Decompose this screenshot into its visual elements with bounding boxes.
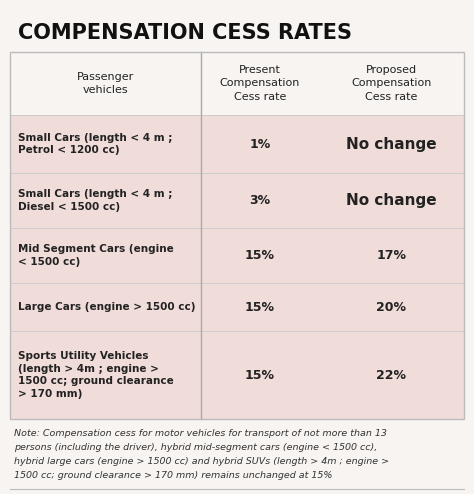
Text: No change: No change: [346, 193, 437, 208]
Text: Small Cars (length < 4 m ;
Diesel < 1500 cc): Small Cars (length < 4 m ; Diesel < 1500…: [18, 189, 173, 212]
Text: Sports Utility Vehicles
(length > 4m ; engine >
1500 cc; ground clearance
> 170 : Sports Utility Vehicles (length > 4m ; e…: [18, 351, 174, 399]
Text: No change: No change: [346, 136, 437, 152]
Text: Passenger
vehicles: Passenger vehicles: [77, 72, 134, 95]
Bar: [10, 52, 464, 419]
Text: 20%: 20%: [376, 300, 406, 314]
Bar: [10, 228, 464, 283]
Text: 15%: 15%: [245, 369, 275, 381]
Bar: [10, 173, 464, 228]
Text: hybrid large cars (engine > 1500 cc) and hybrid SUVs (length > 4m ; engine >: hybrid large cars (engine > 1500 cc) and…: [14, 457, 389, 466]
Text: Present
Compensation
Cess rate: Present Compensation Cess rate: [219, 65, 300, 102]
Text: 15%: 15%: [245, 249, 275, 262]
Text: Large Cars (engine > 1500 cc): Large Cars (engine > 1500 cc): [18, 302, 195, 312]
Text: 15%: 15%: [245, 300, 275, 314]
Text: 1%: 1%: [249, 137, 270, 151]
Bar: [10, 283, 464, 331]
Bar: [10, 331, 464, 419]
Text: persons (including the driver), hybrid mid-segment cars (engine < 1500 cc),: persons (including the driver), hybrid m…: [14, 443, 377, 452]
Text: 1500 cc; ground clearance > 170 mm) remains unchanged at 15%: 1500 cc; ground clearance > 170 mm) rema…: [14, 471, 332, 480]
Text: Mid Segment Cars (engine
< 1500 cc): Mid Segment Cars (engine < 1500 cc): [18, 244, 174, 267]
Text: 22%: 22%: [376, 369, 406, 381]
Bar: [10, 115, 464, 173]
Text: Note: Compensation cess for motor vehicles for transport of not more than 13: Note: Compensation cess for motor vehicl…: [14, 429, 387, 438]
Text: 3%: 3%: [249, 194, 270, 207]
Text: COMPENSATION CESS RATES: COMPENSATION CESS RATES: [18, 23, 352, 43]
Text: 17%: 17%: [376, 249, 406, 262]
Text: Small Cars (length < 4 m ;
Petrol < 1200 cc): Small Cars (length < 4 m ; Petrol < 1200…: [18, 132, 173, 156]
Bar: [10, 52, 464, 115]
Text: Proposed
Compensation
Cess rate: Proposed Compensation Cess rate: [351, 65, 431, 102]
